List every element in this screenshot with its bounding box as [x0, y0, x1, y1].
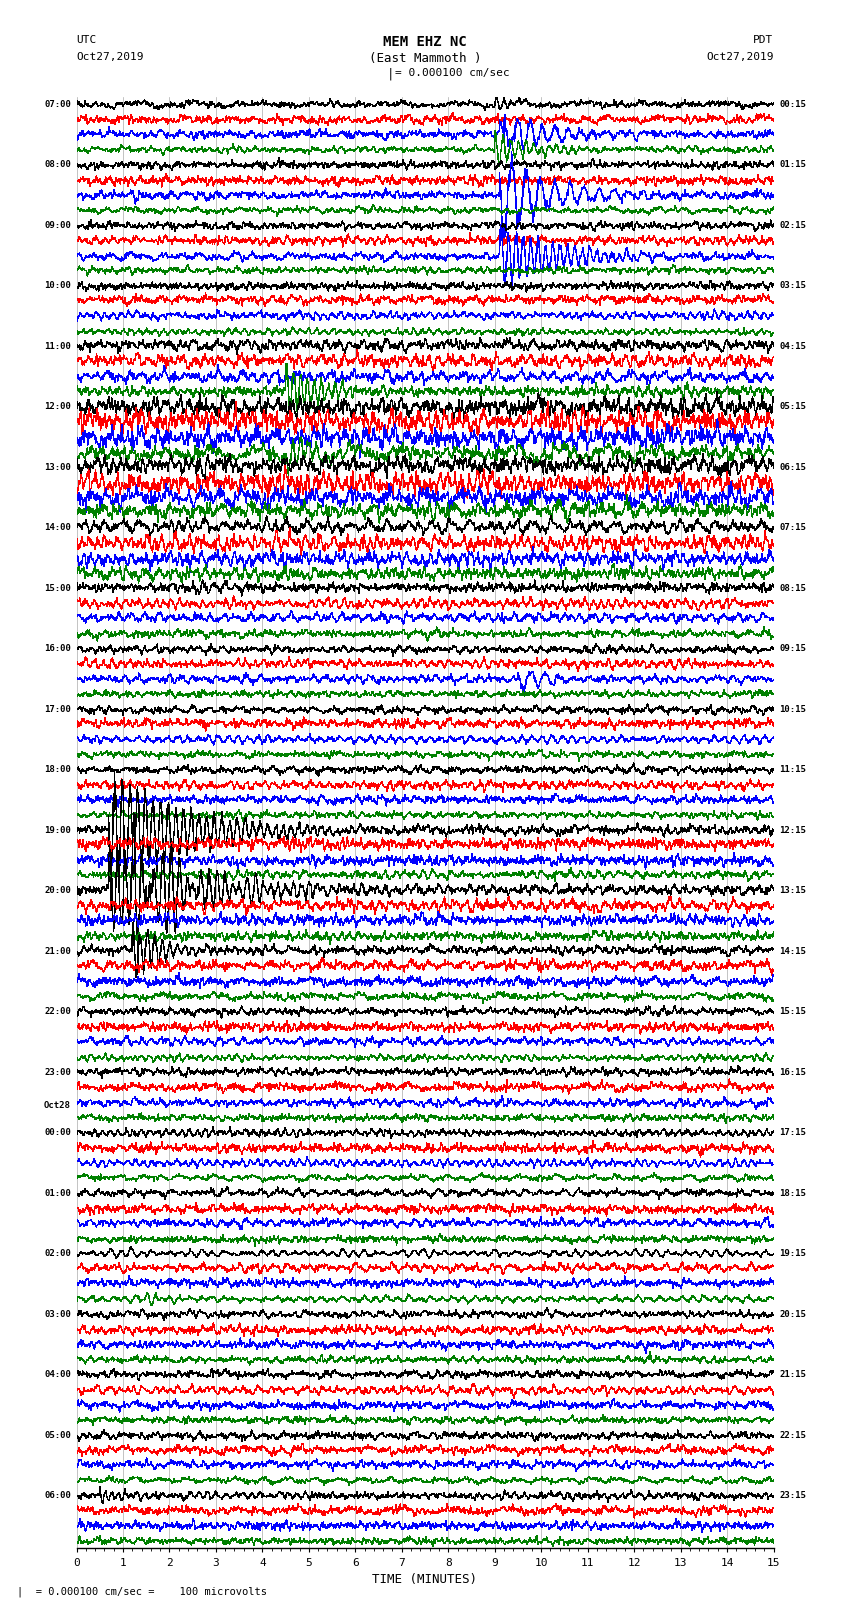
Text: = 0.000100 cm/sec: = 0.000100 cm/sec	[395, 68, 510, 77]
Text: 18:00: 18:00	[44, 765, 71, 774]
Text: 20:00: 20:00	[44, 886, 71, 895]
Text: 18:15: 18:15	[779, 1189, 806, 1197]
Text: 14:15: 14:15	[779, 947, 806, 955]
Text: 03:15: 03:15	[779, 281, 806, 290]
Text: 05:00: 05:00	[44, 1431, 71, 1439]
Text: 01:00: 01:00	[44, 1189, 71, 1197]
Text: Oct27,2019: Oct27,2019	[76, 52, 144, 61]
Text: 12:00: 12:00	[44, 402, 71, 411]
Text: |: |	[388, 68, 394, 81]
Text: 00:15: 00:15	[779, 100, 806, 108]
Text: 10:00: 10:00	[44, 281, 71, 290]
Text: 00:00: 00:00	[44, 1127, 71, 1137]
Text: 23:15: 23:15	[779, 1490, 806, 1500]
Text: |  = 0.000100 cm/sec =    100 microvolts: | = 0.000100 cm/sec = 100 microvolts	[17, 1586, 267, 1597]
Text: 08:15: 08:15	[779, 584, 806, 592]
Text: 06:00: 06:00	[44, 1490, 71, 1500]
Text: PDT: PDT	[753, 35, 774, 45]
Text: 04:15: 04:15	[779, 342, 806, 350]
Text: MEM EHZ NC: MEM EHZ NC	[383, 35, 467, 50]
Text: 09:00: 09:00	[44, 221, 71, 229]
Text: Oct28: Oct28	[44, 1102, 71, 1110]
Text: 17:15: 17:15	[779, 1127, 806, 1137]
Text: (East Mammoth ): (East Mammoth )	[369, 52, 481, 65]
Text: 11:00: 11:00	[44, 342, 71, 350]
Text: 03:00: 03:00	[44, 1310, 71, 1318]
Text: 07:00: 07:00	[44, 100, 71, 108]
Text: 15:15: 15:15	[779, 1007, 806, 1016]
Text: 22:00: 22:00	[44, 1007, 71, 1016]
Text: 20:15: 20:15	[779, 1310, 806, 1318]
Text: 21:15: 21:15	[779, 1369, 806, 1379]
Text: 01:15: 01:15	[779, 160, 806, 169]
Text: 07:15: 07:15	[779, 523, 806, 532]
Text: 16:00: 16:00	[44, 644, 71, 653]
Text: 02:15: 02:15	[779, 221, 806, 229]
Text: 19:15: 19:15	[779, 1248, 806, 1258]
Text: 21:00: 21:00	[44, 947, 71, 955]
Text: Oct27,2019: Oct27,2019	[706, 52, 774, 61]
Text: 05:15: 05:15	[779, 402, 806, 411]
X-axis label: TIME (MINUTES): TIME (MINUTES)	[372, 1573, 478, 1586]
Text: 10:15: 10:15	[779, 705, 806, 713]
Text: 02:00: 02:00	[44, 1248, 71, 1258]
Text: 14:00: 14:00	[44, 523, 71, 532]
Text: 06:15: 06:15	[779, 463, 806, 471]
Text: 16:15: 16:15	[779, 1068, 806, 1076]
Text: 15:00: 15:00	[44, 584, 71, 592]
Text: 17:00: 17:00	[44, 705, 71, 713]
Text: 13:15: 13:15	[779, 886, 806, 895]
Text: 13:00: 13:00	[44, 463, 71, 471]
Text: UTC: UTC	[76, 35, 97, 45]
Text: 09:15: 09:15	[779, 644, 806, 653]
Text: 12:15: 12:15	[779, 826, 806, 834]
Text: 04:00: 04:00	[44, 1369, 71, 1379]
Text: 19:00: 19:00	[44, 826, 71, 834]
Text: 22:15: 22:15	[779, 1431, 806, 1439]
Text: 23:00: 23:00	[44, 1068, 71, 1076]
Text: 11:15: 11:15	[779, 765, 806, 774]
Text: 08:00: 08:00	[44, 160, 71, 169]
